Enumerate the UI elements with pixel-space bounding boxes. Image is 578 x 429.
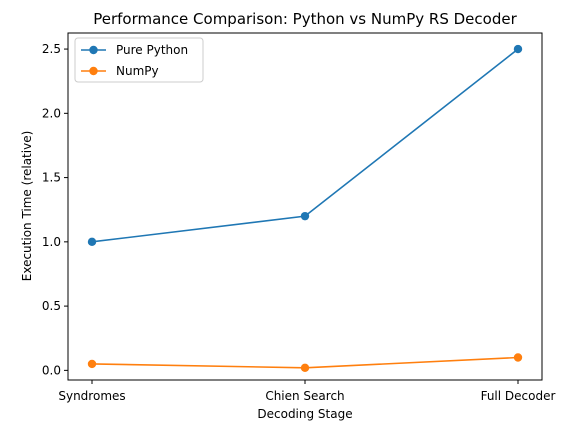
data-point bbox=[300, 211, 310, 221]
data-point bbox=[513, 44, 523, 54]
y-tick-label: 0.0 bbox=[42, 363, 61, 377]
x-tick-label: Chien Search bbox=[265, 389, 344, 403]
y-tick-label: 1.0 bbox=[42, 235, 61, 249]
data-point bbox=[300, 363, 310, 372]
data-point bbox=[87, 237, 97, 247]
legend-marker bbox=[89, 45, 98, 55]
y-tick-label: 2.5 bbox=[42, 42, 61, 56]
legend: Pure Python NumPy bbox=[74, 37, 204, 83]
x-axis-label: Decoding Stage bbox=[257, 407, 352, 421]
legend-label: NumPy bbox=[116, 64, 159, 78]
y-axis: 0.0 0.5 1.0 1.5 2.0 2.5 bbox=[42, 42, 68, 377]
data-point bbox=[513, 353, 523, 362]
y-tick-label: 2.0 bbox=[42, 106, 61, 120]
y-axis-label: Execution Time (relative) bbox=[20, 131, 34, 282]
series-layer bbox=[87, 44, 523, 372]
x-tick-label: Syndromes bbox=[58, 389, 125, 403]
x-axis: Syndromes Chien Search Full Decoder bbox=[58, 380, 555, 403]
data-point bbox=[87, 359, 97, 369]
legend-box bbox=[74, 37, 204, 83]
y-tick-label: 1.5 bbox=[42, 171, 61, 185]
x-tick-label: Full Decoder bbox=[481, 389, 556, 403]
legend-label: Pure Python bbox=[116, 43, 188, 57]
chart-title: Performance Comparison: Python vs NumPy … bbox=[93, 10, 517, 28]
legend-marker bbox=[89, 66, 98, 76]
y-tick-label: 0.5 bbox=[42, 299, 61, 313]
